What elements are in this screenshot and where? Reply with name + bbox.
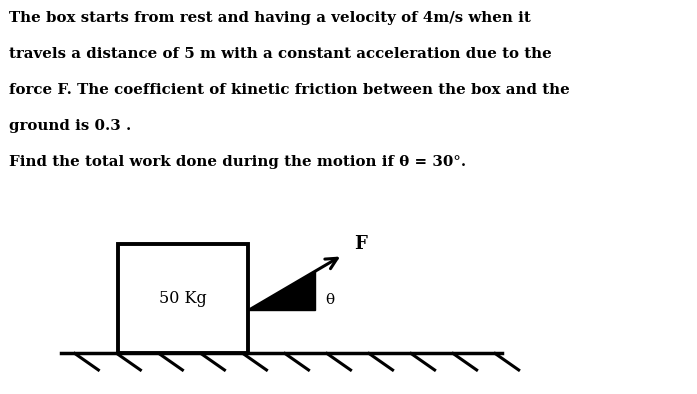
Text: The box starts from rest and having a velocity of 4m/s when it: The box starts from rest and having a ve… — [9, 11, 531, 25]
Text: 50 Kg: 50 Kg — [160, 290, 207, 307]
Bar — [118, 244, 248, 353]
Text: F: F — [355, 235, 367, 253]
Text: Find the total work done during the motion if θ = 30°.: Find the total work done during the moti… — [9, 155, 466, 169]
Text: force F. The coefficient of kinetic friction between the box and the: force F. The coefficient of kinetic fric… — [9, 83, 570, 97]
Text: ground is 0.3 .: ground is 0.3 . — [9, 119, 132, 133]
Text: θ: θ — [325, 292, 334, 307]
Text: travels a distance of 5 m with a constant acceleration due to the: travels a distance of 5 m with a constan… — [9, 47, 552, 61]
Polygon shape — [248, 271, 315, 310]
